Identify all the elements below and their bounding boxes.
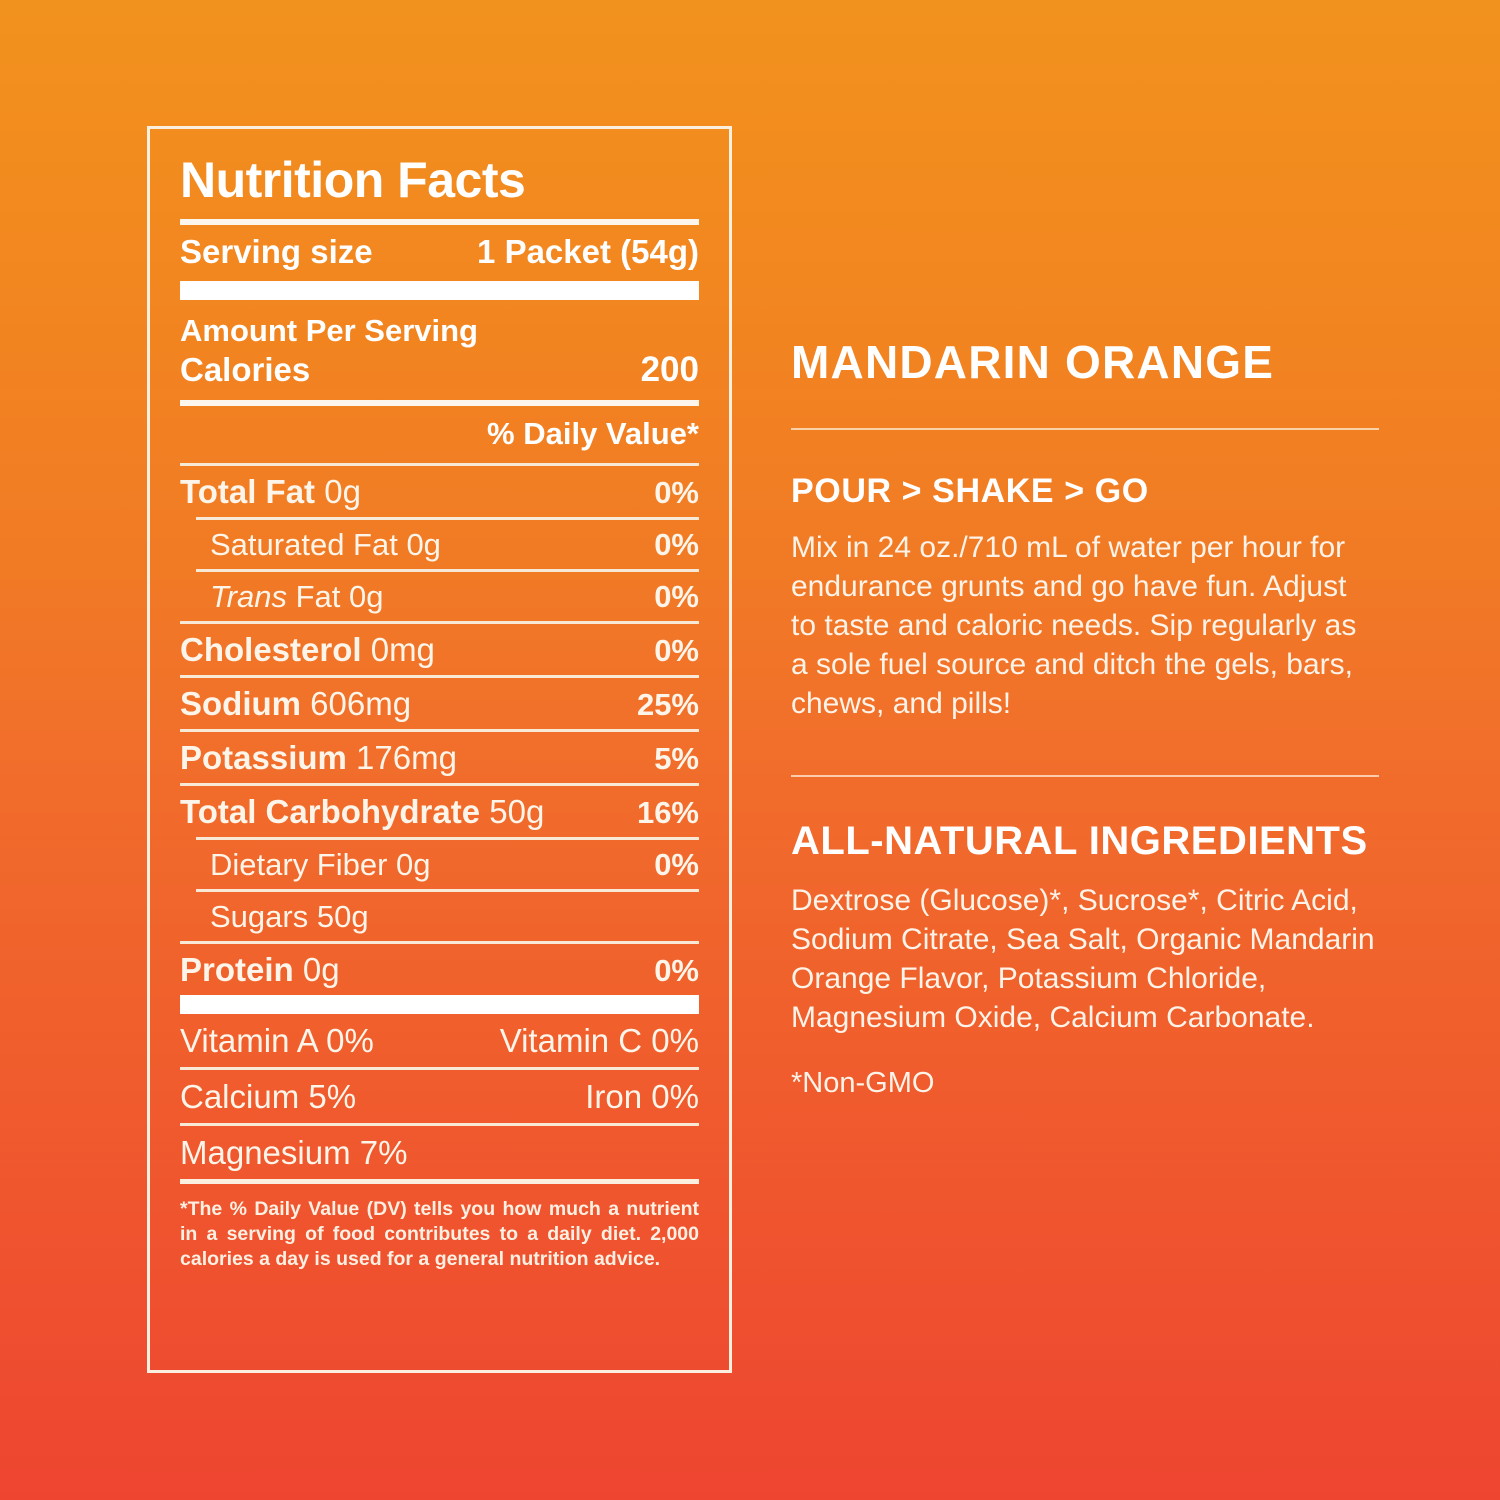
nutrient-label-trans-fat: Trans Fat 0g	[210, 578, 384, 614]
nutrient-row-sodium: Sodium 606mg 25%	[180, 678, 699, 729]
micronutrient-row-calcium-iron: Calcium 5% Iron 0%	[180, 1070, 699, 1123]
ingredients-heading: ALL-NATURAL INGREDIENTS	[791, 819, 1368, 864]
rule-above-cholesterol	[180, 620, 699, 624]
nutrient-dv-potassium: 5%	[654, 740, 699, 776]
flavor-title: MANDARIN ORANGE	[791, 336, 1275, 388]
nutrient-row-cholesterol: Cholesterol 0mg 0%	[180, 624, 699, 675]
rule-above-potassium	[180, 728, 699, 732]
rule-above-sugars	[196, 888, 699, 892]
nutrient-label-protein: Protein 0g	[180, 950, 340, 988]
ingredients-note: *Non-GMO	[791, 1067, 935, 1100]
rule-above-magnesium	[180, 1122, 699, 1126]
rule-above-protein	[180, 940, 699, 944]
micronutrient-row-magnesium: Magnesium 7%	[180, 1126, 699, 1179]
nutrient-row-potassium: Potassium 176mg 5%	[180, 732, 699, 783]
rule-above-trans-fat	[196, 568, 699, 572]
nutrient-label-total-fat: Total Fat 0g	[180, 472, 361, 510]
serving-size-value: 1 Packet (54g)	[477, 233, 699, 270]
directions-body: Mix in 24 oz./710 mL of water per hour f…	[791, 531, 1357, 721]
rule-above-saturated-fat	[196, 516, 699, 520]
nutrition-facts-title: Nutrition Facts	[180, 152, 526, 208]
micronutrient-right-calcium-iron: Iron 0%	[585, 1077, 699, 1115]
nutrient-dv-cholesterol: 0%	[654, 632, 699, 668]
divider-under-flavor-title	[791, 428, 1379, 431]
rule-above-total-carbohydrate	[180, 782, 699, 786]
thick-rule-above-amount	[180, 281, 699, 300]
nutrient-dv-total-fat: 0%	[654, 474, 699, 510]
nutrient-dv-protein: 0%	[654, 952, 699, 988]
micronutrient-right-vitamin-a-c: Vitamin C 0%	[499, 1021, 699, 1059]
micronutrient-left-calcium-iron: Calcium 5%	[180, 1077, 357, 1115]
product-info-panel: MANDARIN ORANGE POUR > SHAKE > GO Mix in…	[791, 338, 1379, 1100]
amount-per-serving-label: Amount Per Serving	[180, 313, 478, 348]
directions-heading: POUR > SHAKE > GO	[791, 472, 1149, 511]
nutrient-rows: Total Fat 0g 0% Saturated Fat 0g 0% Trans Fa…	[180, 462, 699, 995]
calories-label: Calories	[180, 350, 311, 388]
nutrient-row-saturated-fat: Saturated Fat 0g 0%	[180, 520, 699, 569]
micronutrient-left-magnesium: Magnesium 7%	[180, 1133, 408, 1171]
rule-above-dietary-fiber	[196, 836, 699, 840]
rule-under-title	[180, 219, 699, 225]
nutrient-label-dietary-fiber: Dietary Fiber 0g	[210, 846, 431, 882]
daily-value-footnote: *The % Daily Value (DV) tells you how mu…	[180, 1197, 699, 1270]
micronutrient-left-vitamin-a-c: Vitamin A 0%	[180, 1021, 374, 1059]
thick-rule-above-micros	[180, 994, 699, 1014]
micronutrient-rows: Vitamin A 0% Vitamin C 0% Calcium 5% Iron 0…	[180, 1014, 699, 1179]
nutrient-label-potassium: Potassium 176mg	[180, 738, 457, 776]
nutrient-row-protein: Protein 0g 0%	[180, 944, 699, 995]
nutrient-row-total-carbohydrate: Total Carbohydrate 50g 16%	[180, 786, 699, 837]
serving-size-row: Serving size 1 Packet (54g)	[180, 225, 699, 281]
rule-above-calcium-iron	[180, 1066, 699, 1070]
nutrient-dv-total-carbohydrate: 16%	[636, 794, 699, 830]
nutrition-facts-panel: Nutrition Facts Serving size 1 Packet (5…	[147, 126, 732, 1373]
calories-row: Calories 200	[180, 350, 699, 400]
nutrient-label-sodium: Sodium 606mg	[180, 684, 412, 722]
ingredients-body: Dextrose (Glucose)*, Sucrose*, Citric Ac…	[791, 884, 1375, 1035]
rule-above-total-fat	[180, 462, 699, 466]
nutrient-label-sugars: Sugars 50g	[210, 898, 369, 934]
nutrient-label-total-carbohydrate: Total Carbohydrate 50g	[180, 792, 545, 830]
serving-size-label: Serving size	[180, 233, 373, 270]
nutrient-row-dietary-fiber: Dietary Fiber 0g 0%	[180, 840, 699, 889]
nutrient-row-total-fat: Total Fat 0g 0%	[180, 466, 699, 517]
nutrient-label-saturated-fat: Saturated Fat 0g	[210, 526, 441, 562]
rule-above-sodium	[180, 674, 699, 678]
micronutrient-row-vitamin-a-c: Vitamin A 0% Vitamin C 0%	[180, 1014, 699, 1067]
calories-value: 200	[640, 349, 699, 389]
nutrient-dv-sodium: 25%	[636, 686, 699, 722]
nutrient-dv-dietary-fiber: 0%	[654, 846, 699, 882]
rule-above-footnote	[180, 1178, 699, 1184]
nutrient-dv-trans-fat: 0%	[654, 578, 699, 614]
nutrient-label-cholesterol: Cholesterol 0mg	[180, 630, 435, 668]
daily-value-header: % Daily Value*	[487, 415, 699, 451]
nutrient-row-trans-fat: Trans Fat 0g 0%	[180, 572, 699, 621]
nutrient-dv-saturated-fat: 0%	[654, 526, 699, 562]
divider-above-ingredients	[791, 775, 1379, 778]
rule-under-calories	[180, 399, 699, 406]
nutrient-row-sugars: Sugars 50g	[180, 892, 699, 941]
